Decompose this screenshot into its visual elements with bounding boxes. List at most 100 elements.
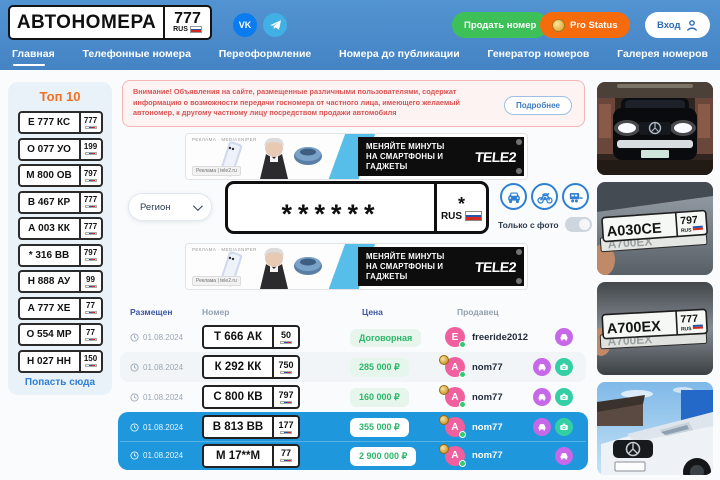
- sell-number-button[interactable]: Продать номер: [452, 12, 549, 38]
- pro-status-button[interactable]: Pro Status: [540, 12, 630, 38]
- listing-date: 01.08.2024: [120, 363, 192, 372]
- clock-icon: [130, 392, 139, 402]
- trailer-filter-button[interactable]: [562, 183, 589, 210]
- get-here-link[interactable]: Попасть сюда: [24, 376, 96, 388]
- plate-search-input[interactable]: ****** * RUS: [225, 181, 489, 234]
- top-plate-6[interactable]: * 316 ВВ 797: [17, 243, 103, 267]
- col-header-price[interactable]: Цена: [362, 307, 383, 317]
- vehicle-badge-icon[interactable]: [555, 328, 573, 346]
- top-plate-10[interactable]: Н 027 НН 150: [17, 349, 103, 373]
- russia-flag-icon: [84, 284, 97, 288]
- main-nav: Главная Телефонные номера Переоформление…: [0, 40, 720, 70]
- trailer-icon: [569, 192, 583, 202]
- listing-plate[interactable]: М 17**М 77: [202, 443, 300, 468]
- top10-title: Топ 10: [39, 89, 81, 104]
- ad-info-icon[interactable]: [516, 278, 522, 284]
- russia-flag-icon: [465, 211, 483, 221]
- listing-row-featured[interactable]: 01.08.2024 М 17**М 77 2 900 000 ₽ A nom7…: [120, 441, 586, 469]
- nav-item-generator[interactable]: Генератор номеров: [487, 47, 590, 60]
- listing-row[interactable]: 01.08.2024 Т 666 АК 50 Договорная E free…: [120, 322, 586, 352]
- gallery-photo-black-suv[interactable]: [597, 82, 713, 175]
- listing-row-featured[interactable]: 01.08.2024 В 813 ВВ 177 355 000 ₽ A nom7…: [120, 413, 586, 441]
- top-plate-2[interactable]: О 077 УО 199: [17, 137, 103, 161]
- gallery-photo-plate-a700ex[interactable]: А700ЕХ А700ЕХ 777 RUS: [597, 282, 713, 375]
- top-plate-9[interactable]: О 554 МР 77: [17, 323, 103, 346]
- col-header-date[interactable]: Размещен: [130, 307, 173, 317]
- seller-name[interactable]: nom77: [472, 450, 503, 461]
- listing-plate[interactable]: С 800 КВ 797: [202, 385, 300, 409]
- seller-avatar[interactable]: A: [439, 355, 466, 378]
- nav-item-home[interactable]: Главная: [12, 48, 55, 66]
- top-plate-5[interactable]: А 003 КК 777: [17, 217, 103, 240]
- vehicle-badge-icon[interactable]: [555, 446, 573, 465]
- tele2-logo: TELE2: [474, 258, 517, 275]
- vehicle-badge-icon[interactable]: [533, 358, 551, 376]
- seller-avatar[interactable]: A: [439, 443, 466, 467]
- seller-name[interactable]: nom77: [472, 391, 503, 403]
- nav-item-phone-numbers[interactable]: Телефонные номера: [82, 47, 191, 60]
- nav-item-prepublication[interactable]: Номера до публикации: [339, 47, 460, 60]
- premium-badge-icon: [439, 415, 449, 425]
- listing-plate[interactable]: К 292 КК 750: [202, 355, 300, 379]
- ad-close-icon[interactable]: [516, 139, 522, 145]
- online-dot: [459, 341, 466, 348]
- gallery-photo-plate-a030ce[interactable]: А700ЕХ А030СЕ 797 RUS: [597, 182, 713, 275]
- motorcycle-filter-button[interactable]: [531, 183, 558, 210]
- photo-badge-icon[interactable]: [555, 388, 573, 406]
- user-icon: [686, 20, 697, 31]
- listing-plate[interactable]: В 813 ВВ 177: [202, 415, 300, 439]
- photo-only-filter: Только с фото: [498, 217, 592, 232]
- seller-name[interactable]: nom77: [472, 361, 503, 373]
- plate-region-section[interactable]: * RUS: [434, 184, 486, 231]
- ad-info-icon[interactable]: [516, 168, 522, 174]
- nav-item-reregistration[interactable]: Переоформление: [218, 47, 312, 60]
- tele2-banner-bottom[interactable]: РЕКЛАМА · MEDIASNIPER МЕНЯЙТЕ МИНУТЫ НА …: [185, 243, 528, 290]
- listing-row[interactable]: 01.08.2024 К 292 КК 750 285 000 ₽ A nom7…: [120, 352, 586, 382]
- photo-badge-icon[interactable]: [555, 418, 573, 436]
- seller-name[interactable]: nom77: [472, 421, 503, 433]
- top-plate-7[interactable]: Н 888 АУ 99: [17, 270, 103, 293]
- region-dropdown[interactable]: Регион: [128, 193, 212, 221]
- russia-flag-icon: [280, 340, 292, 344]
- disclaimer-notice: Внимание! Объявления на сайте, размещенн…: [122, 80, 585, 127]
- featured-listings-block: 01.08.2024 В 813 ВВ 177 355 000 ₽ A nom7…: [118, 412, 588, 470]
- russia-flag-icon: [84, 178, 97, 182]
- seller-avatar[interactable]: A: [439, 385, 466, 408]
- plate-mask: ******: [281, 199, 381, 229]
- motorcycle-icon: [536, 192, 553, 204]
- online-dot: [459, 431, 466, 438]
- tele2-banner-top[interactable]: РЕКЛАМА · MEDIASNIPER МЕНЯЙТЕ МИНУТЫ НА …: [185, 133, 528, 180]
- seller-avatar[interactable]: A: [439, 415, 466, 438]
- seller-avatar[interactable]: E: [445, 327, 466, 348]
- top-plate-3[interactable]: М 800 ОВ 797: [17, 164, 103, 187]
- login-button[interactable]: Вход: [645, 12, 710, 38]
- listing-row[interactable]: 01.08.2024 С 800 КВ 797 160 000 ₽ A nom7…: [120, 382, 586, 412]
- top-plate-8[interactable]: А 777 ХЕ 77: [17, 296, 103, 320]
- details-button[interactable]: Подробнее: [503, 96, 572, 115]
- top-plate-4[interactable]: В 467 КР 777: [17, 190, 103, 214]
- online-dot: [459, 371, 466, 378]
- gallery-photo-white-mercedes[interactable]: [597, 382, 713, 475]
- clock-icon: [130, 422, 139, 432]
- listing-price: 160 000 ₽: [350, 388, 409, 407]
- russia-flag-icon: [280, 400, 292, 404]
- tele2-logo: TELE2: [474, 148, 517, 165]
- photo-badge-icon[interactable]: [555, 358, 573, 376]
- russia-flag-icon: [189, 26, 202, 33]
- vk-icon[interactable]: VK: [233, 13, 257, 37]
- banner-message: МЕНЯЙТЕ МИНУТЫ НА СМАРТФОНЫ И ГАДЖЕТЫ TE…: [358, 137, 524, 176]
- top-plate-1[interactable]: Е 777 КС 777: [17, 111, 103, 134]
- seller-name[interactable]: freeride2012: [472, 331, 528, 343]
- col-header-number: Номер: [202, 307, 230, 317]
- listing-plate[interactable]: Т 666 АК 50: [202, 325, 300, 349]
- photo-only-label: Только с фото: [498, 219, 559, 230]
- nav-item-gallery[interactable]: Галерея номеров: [617, 47, 708, 60]
- telegram-icon[interactable]: [263, 13, 287, 37]
- russia-flag-icon: [84, 125, 97, 129]
- vehicle-badge-icon[interactable]: [533, 418, 551, 436]
- photo-only-toggle[interactable]: [564, 217, 592, 232]
- vehicle-badge-icon[interactable]: [533, 388, 551, 406]
- ad-close-icon[interactable]: [516, 249, 522, 255]
- site-logo[interactable]: АВТОНОМЕРА 777 RUS: [8, 5, 212, 40]
- car-filter-button[interactable]: [500, 183, 527, 210]
